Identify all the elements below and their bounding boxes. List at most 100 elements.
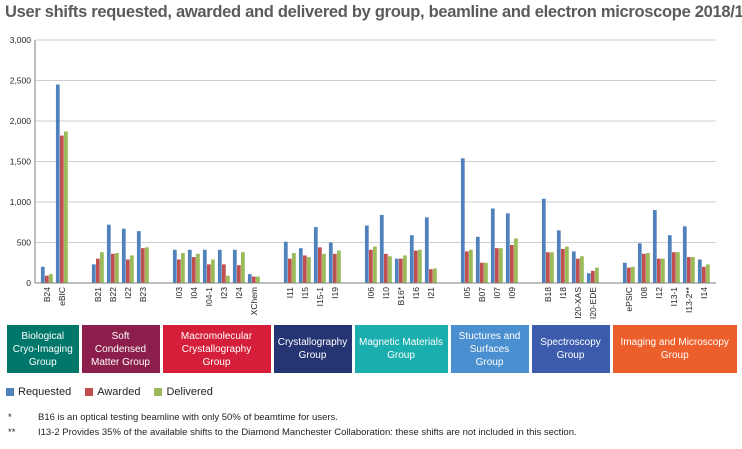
bar-requested-i15-1 bbox=[313, 227, 318, 283]
bar-requested-i22 bbox=[121, 228, 126, 283]
x-tick-label: B18 bbox=[543, 287, 553, 302]
bar-awarded-i04 bbox=[191, 257, 196, 283]
bar-requested-i20-ede bbox=[586, 273, 591, 283]
bar-requested-i05 bbox=[460, 158, 465, 283]
bar-awarded-i16 bbox=[413, 250, 418, 283]
bar-awarded-b16- bbox=[398, 258, 403, 283]
bar-delivered-i08 bbox=[646, 253, 650, 283]
bar-requested-b18 bbox=[541, 198, 546, 283]
x-tick-label: I15-1 bbox=[315, 287, 325, 307]
group-label-biological-cryo-imaging-group: Biological Cryo-Imaging Group bbox=[7, 325, 79, 373]
bar-delivered-b23 bbox=[145, 247, 149, 283]
bar-delivered-i04-1 bbox=[211, 259, 215, 283]
x-tick-label: I05 bbox=[462, 287, 472, 299]
bar-delivered-b21 bbox=[100, 252, 104, 283]
bar-awarded-b24 bbox=[44, 275, 49, 283]
x-tick-label: B24 bbox=[42, 287, 52, 302]
bar-awarded-i18 bbox=[560, 248, 565, 283]
x-tick-label: I24 bbox=[234, 287, 244, 299]
bar-awarded-i23 bbox=[221, 264, 226, 283]
bar-requested-i21 bbox=[424, 217, 429, 283]
bar-awarded-xchem bbox=[251, 276, 256, 283]
y-tick-label: 500 bbox=[17, 238, 31, 248]
x-tick-label: I16 bbox=[411, 287, 421, 299]
bar-awarded-i03 bbox=[176, 259, 181, 283]
bar-awarded-i07 bbox=[494, 248, 499, 283]
bar-requested-i04 bbox=[187, 249, 192, 283]
bar-delivered-b07 bbox=[484, 262, 488, 283]
bar-awarded-i04-1 bbox=[206, 264, 211, 283]
x-tick-label: I22 bbox=[123, 287, 133, 299]
bar-requested-i24 bbox=[232, 249, 237, 283]
x-tick-label: I12 bbox=[654, 287, 664, 299]
bar-delivered-i18 bbox=[565, 246, 569, 283]
x-tick-label: I03 bbox=[174, 287, 184, 299]
bar-awarded-i14 bbox=[701, 266, 706, 283]
bar-awarded-b22 bbox=[110, 253, 115, 283]
x-tick-label: I04 bbox=[189, 287, 199, 299]
bar-delivered-i20-ede bbox=[595, 267, 599, 283]
x-tick-label: I11 bbox=[285, 287, 295, 298]
bar-awarded-i19 bbox=[332, 253, 337, 283]
bar-delivered-i07 bbox=[499, 248, 503, 283]
bar-awarded-i15-1 bbox=[317, 247, 322, 283]
bar-delivered-i20-xas bbox=[580, 256, 584, 283]
bar-awarded-b07 bbox=[479, 262, 484, 283]
x-tick-label: I07 bbox=[492, 287, 502, 299]
x-tick-label: I20-XAS bbox=[573, 287, 583, 319]
x-tick-label: I13-1 bbox=[669, 287, 679, 307]
bar-awarded-i11 bbox=[287, 258, 292, 283]
group-label-stuctures-and-surfaces-group: Stuctures and Surfaces Group bbox=[450, 325, 529, 373]
bar-awarded-i10 bbox=[383, 253, 388, 283]
bar-delivered-i05 bbox=[469, 249, 473, 283]
bar-requested-i04-1 bbox=[202, 249, 207, 283]
y-tick-label: 2,500 bbox=[10, 76, 32, 86]
footnote-mark: * bbox=[8, 412, 12, 423]
bar-delivered-ebic bbox=[64, 131, 68, 283]
group-label-magnetic-materials-group: Magnetic Materials Group bbox=[354, 325, 448, 373]
bar-delivered-i22 bbox=[130, 255, 134, 283]
bar-delivered-i14 bbox=[706, 264, 710, 283]
bar-delivered-i13-2- bbox=[691, 257, 695, 283]
bar-requested-i09 bbox=[505, 213, 510, 283]
bar-requested-b21 bbox=[91, 264, 96, 283]
group-label-imaging-and-microscopy-group: Imaging and Microscopy Group bbox=[612, 325, 737, 373]
bar-requested-i13-2- bbox=[682, 226, 687, 283]
bar-requested-i18 bbox=[556, 230, 561, 283]
footnote-text: I13-2 Provides 35% of the available shif… bbox=[38, 427, 577, 438]
x-tick-label: B23 bbox=[138, 287, 148, 302]
bar-awarded-i22 bbox=[125, 259, 130, 283]
y-tick-label: 1,000 bbox=[10, 197, 32, 207]
bar-awarded-b23 bbox=[140, 248, 145, 283]
bar-delivered-i21 bbox=[433, 268, 437, 283]
x-tick-label: I19 bbox=[330, 287, 340, 299]
x-tick-label: B21 bbox=[93, 287, 103, 302]
bar-awarded-i20-ede bbox=[590, 270, 595, 283]
bar-delivered-i15 bbox=[307, 257, 311, 283]
bar-requested-b22 bbox=[106, 224, 111, 283]
bar-delivered-b22 bbox=[115, 253, 119, 283]
bar-requested-xchem bbox=[247, 274, 252, 283]
legend-label: Requested bbox=[18, 386, 72, 398]
group-label-spectroscopy-group: Spectroscopy Group bbox=[531, 325, 610, 373]
bar-requested-i19 bbox=[328, 242, 333, 283]
bar-awarded-i13-2- bbox=[686, 257, 691, 283]
y-tick-labels: 0 500 1,000 1,500 2,000 2,500 3,000 bbox=[10, 35, 32, 288]
x-tick-label: I20-EDE bbox=[588, 287, 598, 319]
bar-delivered-b18 bbox=[550, 252, 554, 283]
legend-item-requested: Requested bbox=[6, 386, 71, 398]
bar-requested-i13-1 bbox=[667, 235, 672, 283]
x-tick-label: I14 bbox=[699, 287, 709, 299]
group-label-macromolecular-crystallography-group: Macromolecular Crystallography Group bbox=[162, 325, 271, 373]
legend: Requested Awarded Delivered bbox=[6, 386, 213, 398]
bar-awarded-b18 bbox=[545, 252, 550, 283]
x-tick-label: I08 bbox=[639, 287, 649, 299]
bar-requested-b16- bbox=[394, 258, 399, 283]
y-tick-label: 1,500 bbox=[10, 157, 32, 167]
x-tick-label: I18 bbox=[558, 287, 568, 299]
x-tick-labels: B24 eBIC B21 B22 I22 B23 I03 I04 I04-1 I23 I24 XChe… bbox=[42, 286, 709, 319]
bar-delivered-b16- bbox=[403, 255, 407, 283]
bar-requested-i15 bbox=[298, 248, 303, 283]
bar-requested-i06 bbox=[364, 225, 369, 283]
